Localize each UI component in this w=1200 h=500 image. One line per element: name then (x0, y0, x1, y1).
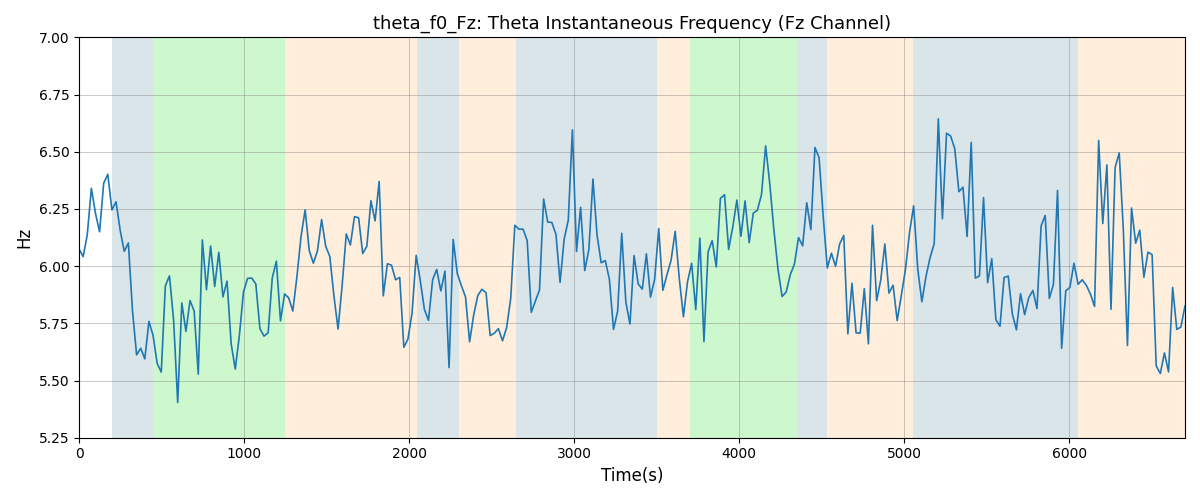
Bar (154, 38, 286, 438)
X-axis label: Time(s): Time(s) (601, 467, 664, 485)
Bar (112, 38, 154, 438)
Bar (656, 38, 690, 438)
Bar (1045, 38, 1078, 438)
Title: theta_f0_Fz: Theta Instantaneous Frequency (Fz Channel): theta_f0_Fz: Theta Instantaneous Frequen… (373, 15, 892, 34)
Bar (516, 38, 656, 438)
Bar (286, 38, 418, 438)
Bar (827, 38, 913, 438)
Bar (1078, 38, 1186, 438)
Bar (913, 38, 1045, 438)
Bar (418, 38, 458, 438)
Bar (690, 38, 797, 438)
Bar (458, 38, 516, 438)
Y-axis label: Hz: Hz (14, 227, 32, 248)
Bar (797, 38, 827, 438)
